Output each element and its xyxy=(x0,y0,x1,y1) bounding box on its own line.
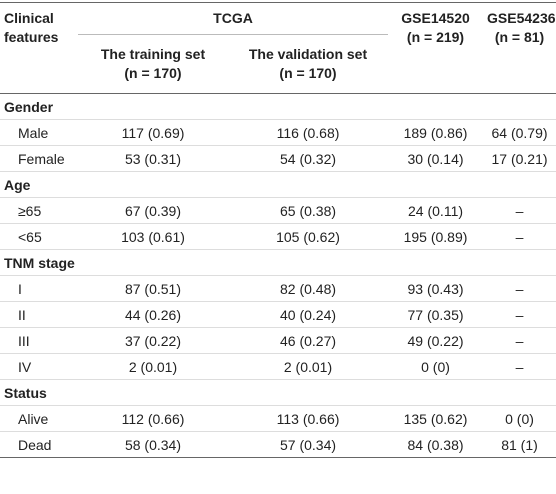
row-label: Female xyxy=(0,145,78,172)
cell: 2 (0.01) xyxy=(228,353,389,380)
cell: 0 (0) xyxy=(483,405,556,432)
data-row: III 37 (0.22) 46 (0.27) 49 (0.22) – xyxy=(0,327,556,354)
cell: 2 (0.01) xyxy=(78,353,228,380)
header-line: GSE54236 xyxy=(487,10,556,26)
data-row: Alive 112 (0.66) 113 (0.66) 135 (0.62) 0 (0) xyxy=(0,405,556,432)
section-row: Gender xyxy=(0,93,556,120)
header-line: (n = 219) xyxy=(406,29,465,45)
cell: – xyxy=(483,197,556,224)
section-title: Age xyxy=(0,171,556,198)
header-cell: GSE14520 (n = 219) xyxy=(388,2,484,94)
cell: 189 (0.86) xyxy=(388,119,484,146)
section-title: Status xyxy=(0,379,556,406)
section-row: Age xyxy=(0,171,556,198)
header-cell: Clinical features xyxy=(0,2,78,94)
cell: – xyxy=(483,353,556,380)
section-title: TNM stage xyxy=(0,249,556,276)
cell: 117 (0.69) xyxy=(78,119,228,146)
cell: 84 (0.38) xyxy=(388,431,484,458)
row-label: I xyxy=(0,275,78,302)
row-label: Alive xyxy=(0,405,78,432)
cell: 24 (0.11) xyxy=(388,197,484,224)
data-row: IV 2 (0.01) 2 (0.01) 0 (0) – xyxy=(0,353,556,380)
row-label: Dead xyxy=(0,431,78,458)
row-label: II xyxy=(0,301,78,328)
cell: 65 (0.38) xyxy=(228,197,389,224)
header-line: GSE14520 xyxy=(401,10,470,26)
cell: 57 (0.34) xyxy=(228,431,389,458)
cell: 112 (0.66) xyxy=(78,405,228,432)
cell: 82 (0.48) xyxy=(228,275,389,302)
section-row: Status xyxy=(0,379,556,406)
data-row: ≥65 67 (0.39) 65 (0.38) 24 (0.11) – xyxy=(0,197,556,224)
cell: 46 (0.27) xyxy=(228,327,389,354)
cell: 113 (0.66) xyxy=(228,405,389,432)
cell: 67 (0.39) xyxy=(78,197,228,224)
section-row: TNM stage xyxy=(0,249,556,276)
cell: – xyxy=(483,301,556,328)
section-title: Gender xyxy=(0,93,556,120)
data-row: II 44 (0.26) 40 (0.24) 77 (0.35) – xyxy=(0,301,556,328)
cell: 0 (0) xyxy=(388,353,484,380)
cell: 44 (0.26) xyxy=(78,301,228,328)
cell: 103 (0.61) xyxy=(78,223,228,250)
data-row: Male 117 (0.69) 116 (0.68) 189 (0.86) 64 (0.… xyxy=(0,119,556,146)
cell: 49 (0.22) xyxy=(388,327,484,354)
table-body: Gender Male 117 (0.69) 116 (0.68) 189 (0.86)… xyxy=(0,93,556,458)
header-line: (n = 170) xyxy=(279,65,337,81)
cell: 64 (0.79) xyxy=(483,119,556,146)
cell: 40 (0.24) xyxy=(228,301,389,328)
cell: 17 (0.21) xyxy=(483,145,556,172)
row-label: <65 xyxy=(0,223,78,250)
cell: 195 (0.89) xyxy=(388,223,484,250)
cell: 93 (0.43) xyxy=(388,275,484,302)
cell: – xyxy=(483,223,556,250)
cell: 30 (0.14) xyxy=(388,145,484,172)
row-label: III xyxy=(0,327,78,354)
cell: 81 (1) xyxy=(483,431,556,458)
header-line: (n = 170) xyxy=(124,65,182,81)
header-line: The training set xyxy=(100,46,206,62)
cell: 37 (0.22) xyxy=(78,327,228,354)
row-label: Male xyxy=(0,119,78,146)
cell: 116 (0.68) xyxy=(228,119,389,146)
header-cell: The validation set (n = 170) xyxy=(228,34,389,94)
header-cell: GSE54236 (n = 81) xyxy=(483,2,556,94)
data-row: Dead 58 (0.34) 57 (0.34) 84 (0.38) 81 (1) xyxy=(0,431,556,458)
cell: 87 (0.51) xyxy=(78,275,228,302)
data-row: Female 53 (0.31) 54 (0.32) 30 (0.14) 17 (0.2… xyxy=(0,145,556,172)
cell: 58 (0.34) xyxy=(78,431,228,458)
cell: – xyxy=(483,275,556,302)
data-row: <65 103 (0.61) 105 (0.62) 195 (0.89) – xyxy=(0,223,556,250)
header-cell: TCGA xyxy=(78,2,389,35)
cell: 77 (0.35) xyxy=(388,301,484,328)
cell: 105 (0.62) xyxy=(228,223,389,250)
cell: 135 (0.62) xyxy=(388,405,484,432)
header-cell: The training set (n = 170) xyxy=(78,34,228,94)
cell: 53 (0.31) xyxy=(78,145,228,172)
header-line: The validation set xyxy=(248,46,368,62)
table-header: Clinical features TCGA GSE14520 (n = 219)… xyxy=(0,2,556,94)
cell: – xyxy=(483,327,556,354)
header-line: (n = 81) xyxy=(494,29,545,45)
table: Clinical features TCGA GSE14520 (n = 219)… xyxy=(0,2,556,458)
row-label: IV xyxy=(0,353,78,380)
cell: 54 (0.32) xyxy=(228,145,389,172)
row-label: ≥65 xyxy=(0,197,78,224)
data-row: I 87 (0.51) 82 (0.48) 93 (0.43) – xyxy=(0,275,556,302)
